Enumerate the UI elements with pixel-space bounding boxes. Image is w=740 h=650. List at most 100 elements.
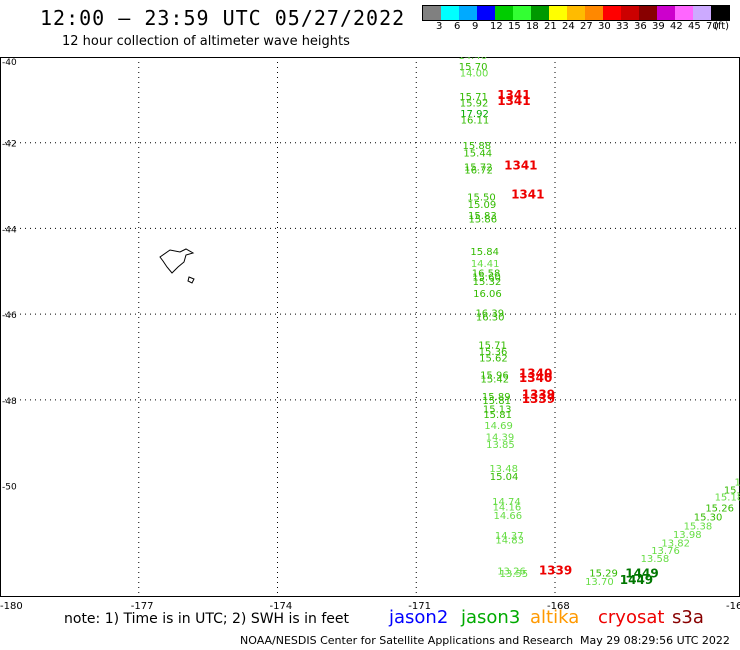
lon-label: -177 [130,601,154,612]
scale-swatch [531,6,549,20]
scale-label: 24 [562,21,575,32]
wave-reading: 15.18 [715,493,740,504]
wave-reading: 15.60 [472,273,501,284]
wave-reading: 15 [734,478,740,489]
wave-reading: 13.26 [497,566,526,577]
wave-reading: 13.98 [673,530,702,541]
wave-reading: 14.41 [471,259,500,270]
footer-note: note: 1) Time is in UTC; 2) SWH is in fe… [64,611,350,627]
lon-label: -168 [547,601,570,612]
wave-reading: 15.83 [468,211,497,222]
scale-swatch [693,6,711,20]
wave-reading: 14.16 [493,502,522,513]
scale-swatch [603,6,621,20]
lon-label: -174 [269,601,293,612]
lat-label: -48 [2,397,17,407]
scale-label: 30 [598,21,611,32]
wave-reading: 16.58 [472,268,501,279]
scale-label: 21 [544,21,557,32]
scale-label: 6 [454,21,461,32]
wave-reading: 14.66 [493,511,522,522]
wave-reading: 13.82 [661,538,690,549]
wave-reading: 15.86 [469,214,498,225]
wave-reading: 13.48 [489,464,518,475]
scale-label: 70 [706,21,719,32]
color-scale-labels: 3 6 9 12 15 18 21 24 27 30 33 36 39 42 45 70 (ft) [422,21,730,33]
wave-reading: 15.38 [684,521,713,532]
scale-label: 33 [616,21,629,32]
credit-text: NOAA/NESDIS Center for Satellite Applica… [240,634,574,647]
wave-reading: 16.06 [473,289,502,300]
wave-reading: 17.92 [460,109,489,120]
scale-swatch [495,6,513,20]
wave-reading: 14.46 [458,57,487,62]
wave-reading: 13.76 [651,546,680,557]
scale-label: 15 [508,21,521,32]
wave-reading: 14.39 [486,433,515,444]
wave-reading: 13.55 [500,569,529,580]
wave-reading: 15.81 [482,396,511,407]
legend-altika: altika [530,607,580,628]
lon-label: -171 [408,601,431,612]
wave-reading: 15.50 [467,193,496,204]
lat-label: -46 [2,311,17,321]
wave-reading: 1341 [504,158,537,172]
wave-reading: 1341 [497,88,530,102]
lon-label: -16 [726,601,740,612]
scale-label: 27 [580,21,593,32]
wave-reading: 16.72 [464,166,493,177]
wave-reading: 16.30 [476,313,505,324]
wave-reading: 1339 [522,392,555,406]
scale-swatch [441,6,459,20]
scale-swatch [459,6,477,20]
legend-jason2: jason2 [389,607,449,628]
scale-swatch [567,6,585,20]
wave-reading: 15.96 [480,370,509,381]
wave-reading: 15.84 [470,247,499,258]
scale-label: 9 [472,21,479,32]
wave-reading: 15.88 [463,141,492,152]
scale-swatch [711,6,729,20]
wave-reading: 1449 [625,567,658,581]
map-subtitle: 12 hour collection of altimeter wave hei… [62,34,350,49]
lon-label: -180 [0,601,23,612]
wave-reading: 15.92 [460,98,489,109]
wave-reading: 16.39 [475,308,504,319]
wave-reading: 14.69 [484,421,513,432]
lat-label: -42 [2,140,17,150]
wave-reading: 14.83 [495,535,524,546]
wave-reading: 1449 [620,573,653,587]
wave-reading: 15.30 [694,513,723,524]
timestamp-text: May 29 08:29:56 UTC 2022 [580,634,730,647]
legend-cryosat: cryosat [598,607,665,628]
wave-reading: 14.00 [460,68,489,79]
wave-reading: 1341 [511,187,544,201]
wave-reading: 15.71 [478,340,507,351]
wave-reading: 15.81 [483,410,512,421]
wave-reading: 15.71 [459,92,488,103]
legend-s3a: s3a [672,607,704,628]
lat-label: -44 [2,225,17,235]
scale-swatch [639,6,657,20]
map-frame [0,57,740,597]
wave-reading: 15. [724,485,740,496]
wave-reading: 15.32 [473,277,502,288]
wave-reading: 13.70 [585,577,614,588]
legend-jason3: jason3 [461,607,521,628]
wave-reading: 15.70 [459,62,488,73]
scale-label: 36 [634,21,647,32]
wave-reading: 13.85 [486,440,515,451]
scale-label: 3 [436,21,443,32]
wave-reading: 1341 [497,94,530,108]
wave-reading: 15.29 [589,568,618,579]
wave-reading: 1340 [519,367,552,381]
scale-swatch [423,6,441,20]
scale-swatch [657,6,675,20]
wave-reading: 15.13 [483,405,512,416]
lat-label: -50 [2,483,17,493]
scale-swatch [585,6,603,20]
wave-reading: 15.72 [464,163,493,174]
wave-reading: 1339 [522,388,555,402]
wave-reading: 1340 [519,371,552,385]
